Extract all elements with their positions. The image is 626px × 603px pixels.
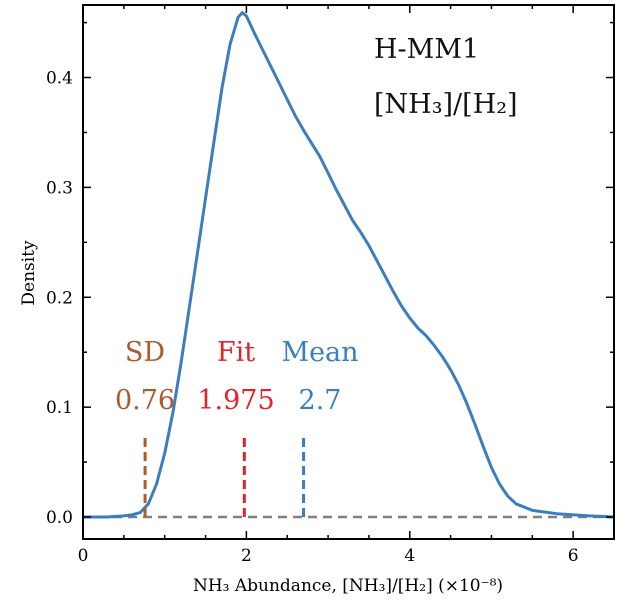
y-tick-label: 0.2 <box>46 288 73 308</box>
fit-label: Fit <box>217 337 255 368</box>
mean-label: Mean <box>281 337 358 368</box>
x-tick-label: 4 <box>404 546 415 566</box>
x-tick-label: 0 <box>78 546 89 566</box>
axes: 0 2 4 6 0.0 0.1 0.2 0.3 0.4 <box>46 4 615 566</box>
chart-subtitle: [NH₃]/[H₂] <box>374 89 518 120</box>
sd-label: SD <box>125 337 165 368</box>
chart-title: H-MM1 <box>374 34 479 65</box>
series-line-0 <box>83 11 615 519</box>
x-tick-label: 2 <box>241 546 252 566</box>
sd-value-label: 0.76 <box>115 385 175 416</box>
x-axis-label: NH₃ Abundance, [NH₃]/[H₂] (×10⁻⁸) <box>193 576 503 596</box>
y-axis-label: Density <box>19 240 39 306</box>
fit-value-label: 1.975 <box>197 385 274 416</box>
plot-frame <box>82 4 615 540</box>
y-tick-label: 0.1 <box>46 398 73 418</box>
mean-value-label: 2.7 <box>299 385 342 416</box>
y-tick-label: 0.3 <box>46 178 73 198</box>
y-tick-label: 0.0 <box>46 508 73 528</box>
y-tick-label: 0.4 <box>46 69 73 89</box>
x-tick-label: 6 <box>568 546 579 566</box>
